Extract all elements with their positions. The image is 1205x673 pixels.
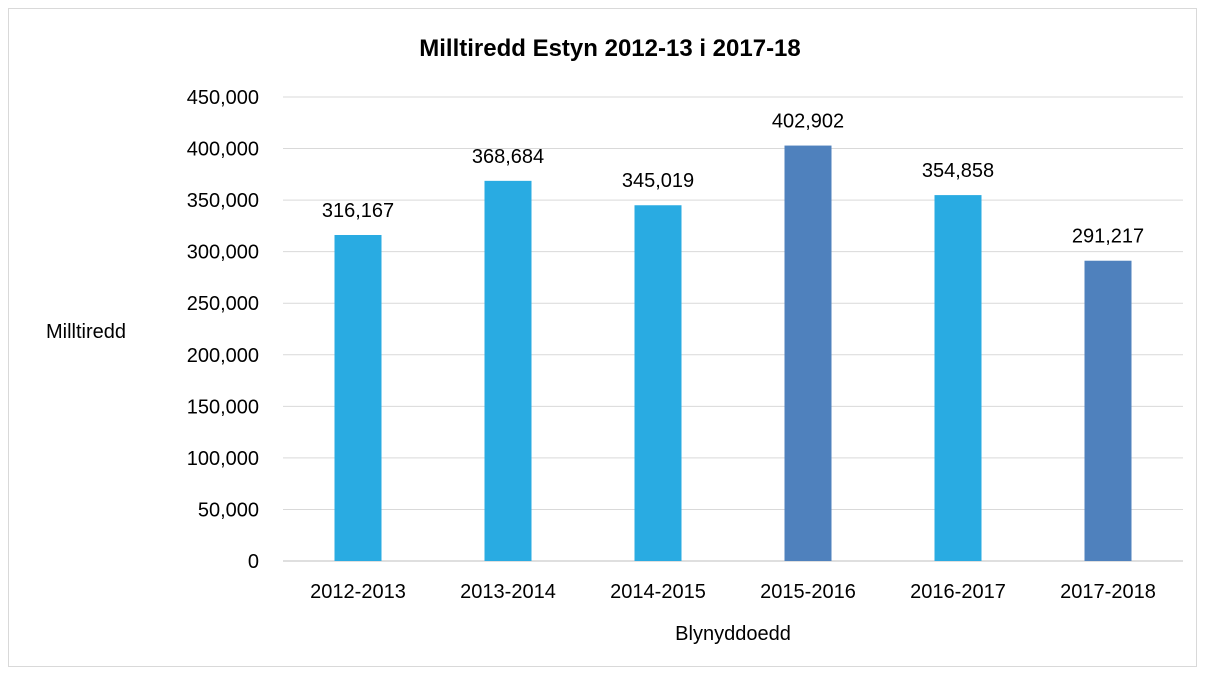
chart-title: Milltiredd Estyn 2012-13 i 2017-18 [419, 35, 801, 62]
x-tick-label-2012-2013: 2012-2013 [310, 581, 406, 603]
x-tick-label-2015-2016: 2015-2016 [760, 581, 856, 603]
y-tick-label: 150,000 [187, 396, 259, 418]
x-tick-label-2013-2014: 2013-2014 [460, 581, 556, 603]
bar-2012-2013 [334, 234, 382, 561]
data-label-2015-2016: 402,902 [772, 111, 844, 133]
y-axis-ticks: 0 50,000 100,000 150,000 200,000 250,000 300,0… [187, 87, 259, 573]
data-label-2014-2015: 345,019 [622, 170, 694, 192]
chart-frame [8, 8, 1197, 667]
bar-2013-2014 [484, 180, 532, 561]
bar-2017-2018 [1084, 260, 1132, 561]
gridlines [283, 96, 1183, 562]
y-tick-label: 0 [248, 551, 259, 573]
y-tick-label: 100,000 [187, 448, 259, 470]
x-axis-ticks: 2012-2013 2013-2014 2014-2015 2015-2016 2016… [310, 581, 1156, 603]
bar-2015-2016 [784, 145, 832, 561]
x-tick-label-2014-2015: 2014-2015 [610, 581, 706, 603]
y-tick-label: 400,000 [187, 139, 259, 161]
bar-2016-2017 [934, 195, 982, 561]
bar-2014-2015 [634, 205, 682, 561]
data-label-2012-2013: 316,167 [322, 200, 394, 222]
data-labels: 316,167 368,684 345,019 402,902 354,858 291,2… [322, 111, 1144, 248]
y-tick-label: 50,000 [198, 499, 259, 521]
y-axis-label: Milltiredd [46, 321, 126, 343]
y-tick-label: 300,000 [187, 242, 259, 264]
y-tick-label: 250,000 [187, 293, 259, 315]
bars [334, 145, 1132, 561]
x-tick-label-2016-2017: 2016-2017 [910, 581, 1006, 603]
data-label-2013-2014: 368,684 [472, 146, 544, 168]
y-tick-label: 450,000 [187, 87, 259, 109]
x-axis-label: Blynyddoedd [675, 623, 791, 645]
data-label-2017-2018: 291,217 [1072, 226, 1144, 248]
x-tick-label-2017-2018: 2017-2018 [1060, 581, 1156, 603]
y-tick-label: 200,000 [187, 345, 259, 367]
y-tick-label: 350,000 [187, 190, 259, 212]
data-label-2016-2017: 354,858 [922, 160, 994, 182]
